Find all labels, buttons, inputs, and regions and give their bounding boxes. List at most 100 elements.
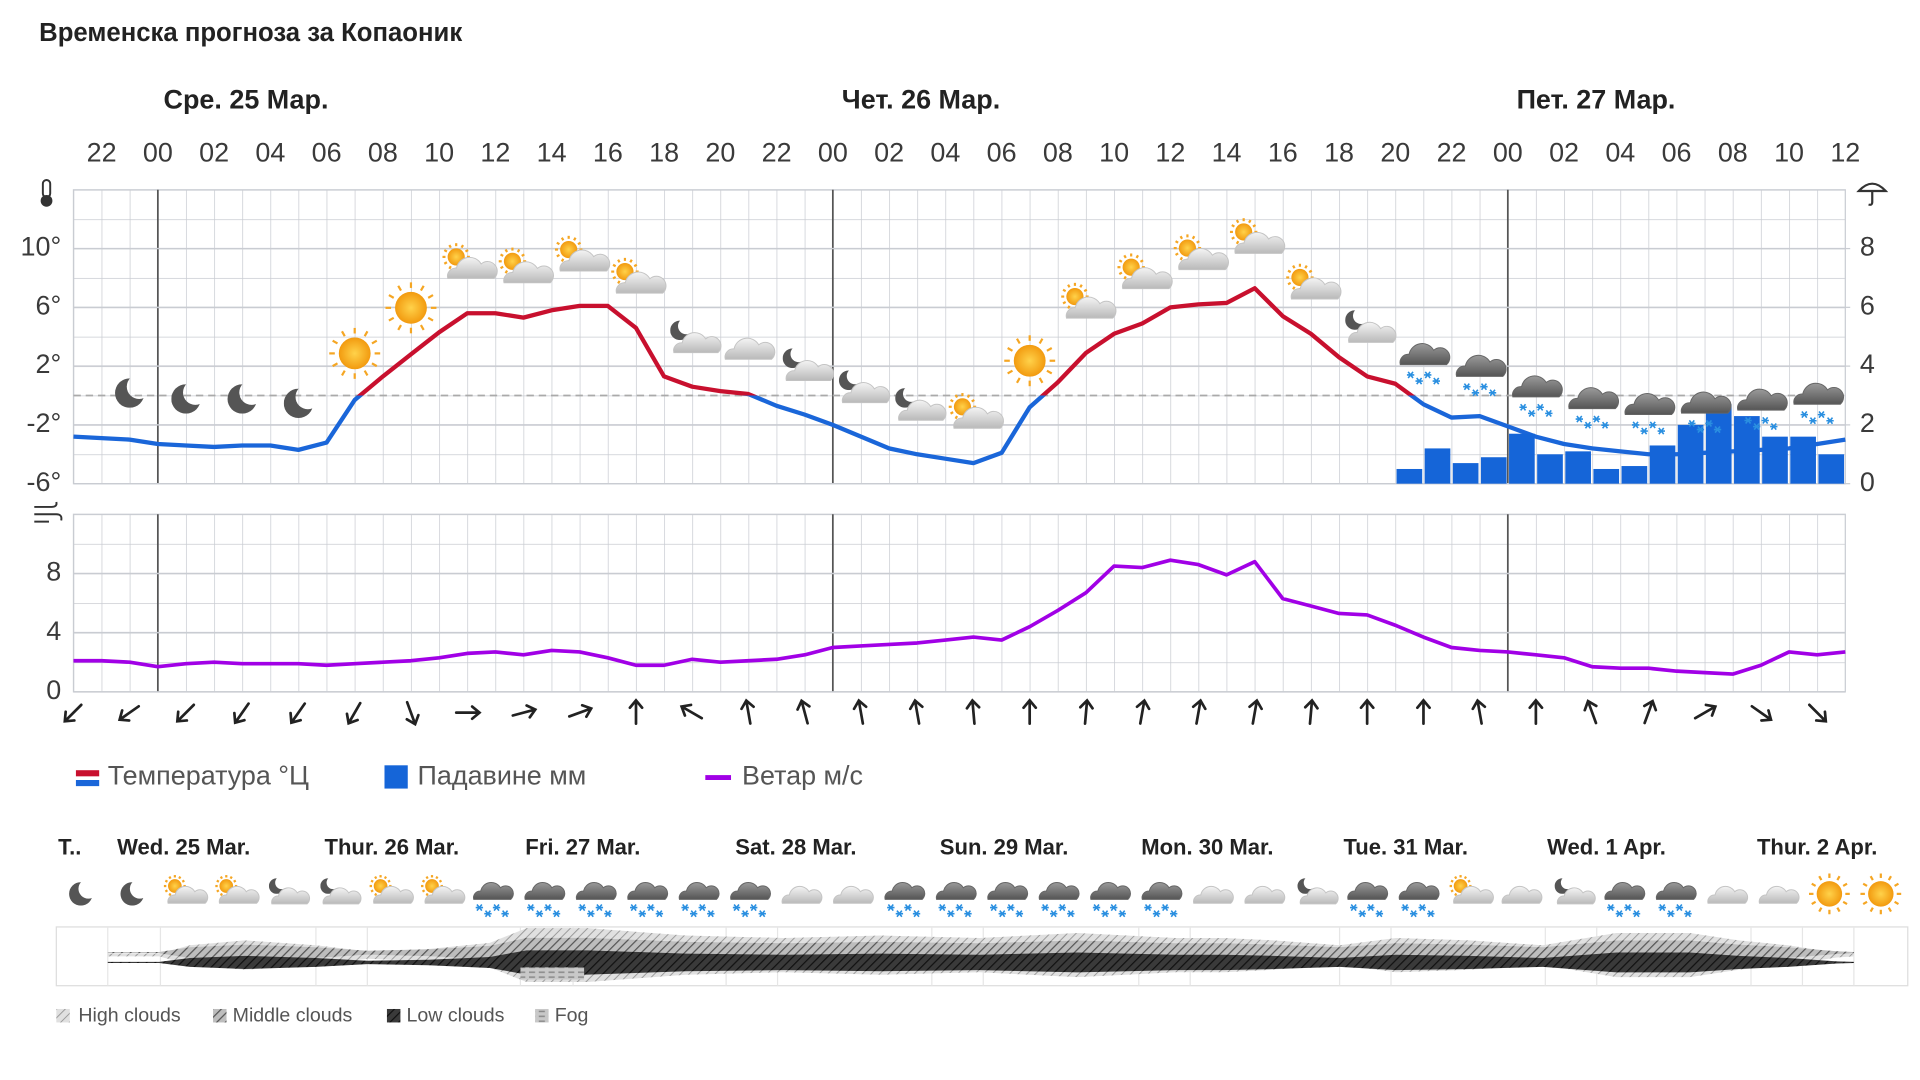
sun-ray <box>427 294 434 299</box>
sun-ray <box>164 879 168 883</box>
weather-icon <box>1398 882 1440 918</box>
sun-ray <box>1894 900 1900 906</box>
legend-label: Температура °Ц <box>108 761 309 791</box>
sun-ray <box>1308 269 1313 274</box>
cloud <box>1398 882 1440 900</box>
snowflake <box>1826 417 1834 425</box>
snowflake <box>1640 427 1648 435</box>
snowflake <box>1367 904 1375 912</box>
precipitation-bar <box>1593 468 1620 484</box>
sun-ray <box>971 398 975 403</box>
snowflake <box>681 904 689 912</box>
snowflake <box>1007 904 1015 912</box>
sun-ray <box>617 259 621 263</box>
snowflake <box>964 910 972 918</box>
cloud <box>218 885 260 904</box>
x-tick-label: 10 <box>424 137 454 167</box>
weather-icon <box>724 337 776 360</box>
snowflake <box>1110 904 1118 912</box>
sun-ray <box>1174 240 1179 244</box>
weather-icon <box>611 257 667 294</box>
precipitation-bar <box>1705 404 1732 484</box>
snowflake <box>484 910 492 918</box>
snowflake <box>1410 910 1418 918</box>
sun-ray <box>1062 300 1067 305</box>
x-tick-label: 18 <box>1324 137 1354 167</box>
weather-icon <box>283 388 314 419</box>
weather-icon <box>627 882 669 918</box>
cloud <box>1737 388 1788 411</box>
weather-icon <box>1297 878 1339 905</box>
cloud <box>627 882 669 900</box>
sun-ray <box>435 875 439 880</box>
sun-ray <box>1304 265 1308 269</box>
snowflake <box>492 904 501 912</box>
snowflake <box>647 904 655 912</box>
precipitation-bar <box>1424 448 1451 484</box>
page-title: Временска прогноза за Копаоник <box>39 19 462 47</box>
sun-ray <box>1287 281 1292 286</box>
sun-ray <box>966 394 971 399</box>
x-tick-label: 02 <box>1549 137 1579 167</box>
x-tick-label: 08 <box>368 137 398 167</box>
sun-ray <box>181 879 185 883</box>
weather-icon <box>987 882 1029 918</box>
sun-ray <box>1287 269 1292 274</box>
sun-ray <box>1174 252 1179 256</box>
wind-arrow <box>679 703 704 720</box>
legend-label: Ветар м/с <box>742 761 863 791</box>
sun-ray <box>504 248 509 253</box>
cloud <box>271 887 311 905</box>
snowflake <box>1350 904 1358 912</box>
cloud <box>730 882 771 900</box>
snowflake <box>1527 409 1536 417</box>
moon <box>171 384 201 414</box>
x-tick-label: 18 <box>649 137 679 167</box>
x-tick-label: 10 <box>1774 137 1804 167</box>
sun-ray <box>1818 875 1823 881</box>
cloud <box>167 885 209 904</box>
sun-ray <box>1007 369 1014 375</box>
moon <box>1345 310 1365 330</box>
x-tick-label: 12 <box>1830 137 1860 167</box>
sun-ray <box>617 280 621 285</box>
snowflake <box>690 910 698 918</box>
sun-ray <box>1046 369 1053 375</box>
snowflake <box>1092 904 1101 912</box>
x-tick-label: 16 <box>593 137 623 167</box>
wind-arrow <box>852 698 868 725</box>
weather-icon <box>473 882 514 918</box>
weather-icon <box>935 882 977 918</box>
outlook-day-label: Mon. 30 Mar. <box>1141 834 1273 859</box>
x-tick-label: 06 <box>987 137 1017 167</box>
snowflake <box>1015 910 1024 918</box>
snowflake <box>1800 411 1808 419</box>
snowflake <box>595 904 604 912</box>
snowflake <box>955 904 964 912</box>
sun-ray <box>1123 275 1127 280</box>
snowflake <box>1667 910 1675 918</box>
weather-icon <box>171 384 201 414</box>
cloud <box>503 261 554 284</box>
sun-ray <box>1836 907 1841 913</box>
snowflake <box>1632 910 1641 918</box>
moon <box>69 882 93 906</box>
snowflake <box>578 904 586 912</box>
weather-icon <box>1399 343 1451 385</box>
moon <box>838 370 859 391</box>
moon <box>1297 878 1314 894</box>
sun-ray <box>168 892 172 897</box>
x-tick-label: 06 <box>312 137 342 167</box>
moon <box>115 378 145 408</box>
snowflake <box>1375 910 1384 918</box>
snowflake <box>587 910 595 918</box>
wind-arrow <box>63 703 83 723</box>
legend-swatch <box>384 765 408 789</box>
sun-ray <box>1067 284 1071 288</box>
sun-ray <box>1235 240 1240 245</box>
x-tick-label: 14 <box>537 137 567 167</box>
weather-icon <box>498 247 554 284</box>
data-layer <box>63 286 1846 727</box>
snowflake <box>1432 377 1440 385</box>
wind-arrow <box>796 698 811 725</box>
